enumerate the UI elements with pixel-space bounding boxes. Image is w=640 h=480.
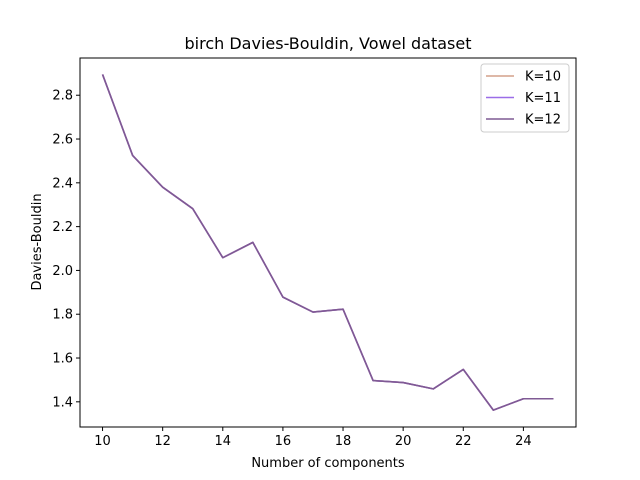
x-axis-label: Number of components (251, 456, 405, 471)
x-tick-label: 10 (94, 434, 111, 449)
plot-frame (79, 57, 577, 428)
y-tick-label: 1.6 (52, 352, 73, 367)
x-tick-label: 14 (215, 434, 232, 449)
x-tick-label: 20 (395, 434, 412, 449)
x-tick-label: 24 (515, 434, 532, 449)
x-tick-label: 18 (335, 434, 352, 449)
y-tick-label: 2.4 (52, 176, 73, 191)
y-tick-label: 2.6 (52, 133, 73, 148)
y-tick-label: 2.2 (52, 220, 73, 235)
series-line-3 (101, 74, 554, 411)
plot-area: 10 12 14 16 18 20 22 24 1.4 1.6 1.8 2.0 2.2 2.4 2.6 2.8 (52, 57, 577, 449)
x-tick-label: 22 (455, 434, 472, 449)
y-axis-label: Davies-Bouldin (30, 193, 45, 290)
x-tick-label: 12 (154, 434, 171, 449)
x-tick-label: 16 (275, 434, 292, 449)
legend: K=10 K=11 K=12 (480, 63, 570, 133)
y-tick-label: 2.8 (52, 89, 73, 104)
legend-label-2: K=11 (525, 91, 561, 106)
legend-label-1: K=10 (525, 70, 561, 85)
y-tick-label: 1.4 (52, 395, 73, 410)
legend-box (480, 63, 570, 133)
y-tick-label: 1.8 (52, 308, 73, 323)
chart-title: birch Davies-Bouldin, Vowel dataset (185, 34, 472, 53)
y-tick-label: 2.0 (52, 264, 73, 279)
legend-label-3: K=12 (525, 113, 561, 128)
